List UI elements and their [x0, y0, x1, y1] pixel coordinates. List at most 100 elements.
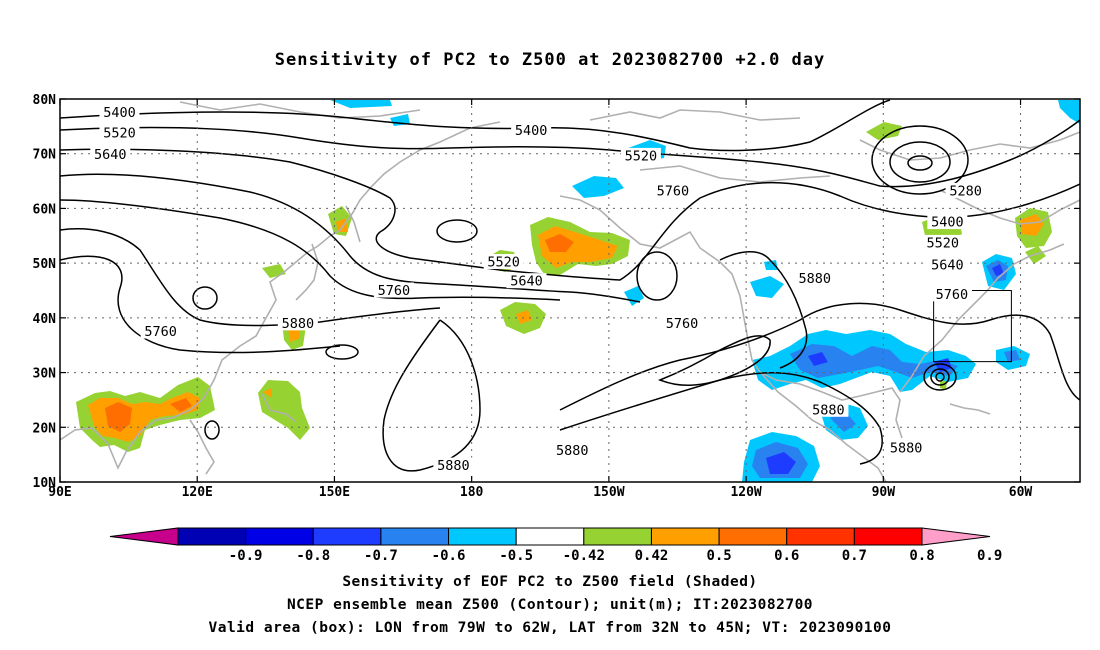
- colorbar-swatch: [718, 527, 788, 546]
- colorbar-swatch: [853, 527, 923, 546]
- contour-label-bg: [90, 146, 131, 162]
- negative-sensitivity-patch: [766, 452, 796, 474]
- contour-label-bg: [808, 401, 849, 417]
- map-frame: [59, 98, 1081, 483]
- contour-label-bg: [927, 256, 968, 272]
- negative-sensitivity-patch: [830, 412, 856, 432]
- contour-label-bg: [506, 273, 547, 289]
- contour-label: 5760: [666, 316, 699, 332]
- plot-title: Sensitivity of PC2 to Z500 at 2023082700…: [274, 50, 826, 70]
- colorbar-swatch: [650, 527, 720, 546]
- colorbar-swatch: [245, 527, 314, 546]
- contour-label-bg: [927, 214, 968, 230]
- contour-label: 5640: [94, 147, 127, 163]
- contour-label: 5640: [510, 274, 543, 290]
- contour-label: 5400: [931, 215, 964, 231]
- colorbar-label: 0.8: [909, 548, 934, 564]
- positive-sensitivity-patch: [336, 218, 348, 232]
- contour-label: 5880: [798, 271, 831, 287]
- colorbar-label: -0.42: [563, 548, 605, 564]
- colorbar-label: -0.7: [364, 548, 398, 564]
- lon-tick-label: 150E: [319, 485, 350, 500]
- negative-sensitivity-patch: [808, 352, 828, 366]
- positive-sensitivity-patch: [1020, 214, 1044, 236]
- colorbar-label: -0.6: [432, 548, 466, 564]
- contour-label-bg: [552, 442, 593, 458]
- sensitivity-map: 5400 5520 5640 5400 5520 5760 5280 5400 5520 5640…: [33, 93, 1081, 500]
- colorbar-swatch: [312, 527, 382, 546]
- colorbar-swatch: [786, 527, 855, 546]
- lat-tick-label: 20N: [33, 421, 57, 436]
- colorbar: -0.9 -0.8 -0.7 -0.6 -0.5 -0.42 0.42 0.5 0.6 0.7 0.…: [109, 527, 1002, 564]
- colorbar-swatch: [515, 527, 585, 546]
- contour-label-bg: [140, 323, 181, 339]
- lon-tick-label: 60W: [1009, 485, 1033, 500]
- lat-tick-label: 70N: [33, 148, 57, 163]
- lon-tick-label: 150W: [593, 485, 624, 500]
- contour-label-bg: [922, 234, 963, 250]
- contour-label-bg: [662, 315, 703, 331]
- valid-area-box: [933, 290, 1012, 363]
- contour-label: 5520: [625, 148, 658, 164]
- contour-label-bg: [433, 457, 474, 473]
- contour-label: 5520: [487, 255, 520, 271]
- contour-label: 5280: [949, 183, 982, 199]
- contour-label: 5880: [812, 402, 845, 418]
- contour-label-bg: [99, 104, 140, 120]
- contour-label-bg: [886, 440, 927, 456]
- positive-sensitivity-patch: [516, 310, 532, 324]
- coastlines: [60, 101, 1080, 482]
- contour-label: 5880: [890, 441, 923, 457]
- caption-contour: NCEP ensemble mean Z500 (Contour); unit(…: [286, 597, 814, 613]
- lat-tick-label: 60N: [33, 202, 57, 217]
- contour-label: 5400: [103, 105, 136, 121]
- positive-sensitivity-patch: [545, 234, 574, 252]
- lon-tick-label: 120W: [730, 485, 761, 500]
- colorbar-low-extension: [109, 527, 179, 546]
- colorbar-label: 0.6: [774, 548, 799, 564]
- contour-label-bg: [931, 286, 972, 302]
- shading-layer: [76, 100, 1080, 482]
- contour-label-bg: [652, 182, 693, 198]
- colorbar-label: -0.5: [499, 548, 533, 564]
- contour-label-bg: [483, 254, 524, 270]
- contour-label: 5880: [556, 443, 589, 459]
- negative-sensitivity-patch: [992, 264, 1004, 276]
- lat-tick-label: 30N: [33, 367, 57, 382]
- contour-label: 5760: [378, 283, 411, 299]
- contour-labels: 5400 5520 5640 5400 5520 5760 5280 5400 5520 5640…: [90, 104, 986, 474]
- contour-label: 5880: [437, 458, 470, 474]
- positive-sensitivity-patch: [866, 122, 902, 140]
- grid-lines: [60, 99, 1080, 482]
- negative-sensitivity-patch: [1004, 350, 1020, 362]
- contour-label-bg: [945, 182, 986, 198]
- colorbar-label: 0.7: [842, 548, 867, 564]
- contour-label-bg: [511, 122, 552, 138]
- map-axes: 90E 120E 150E 180 150W 120W 90W 60W 80N 70N 60N 50N…: [33, 93, 1080, 500]
- lat-tick-label: 40N: [33, 312, 57, 327]
- negative-sensitivity-patch: [330, 100, 392, 108]
- contour-label-bg: [99, 124, 140, 140]
- colorbar-high-extension: [921, 527, 991, 546]
- positive-sensitivity-patch: [170, 398, 192, 412]
- contour-label-bg: [794, 270, 835, 286]
- contour-label: 5520: [103, 125, 136, 141]
- colorbar-label: 0.42: [635, 548, 669, 564]
- contour-label: 5760: [657, 183, 690, 199]
- contour-label: 5520: [927, 235, 960, 251]
- lat-tick-label: 50N: [33, 257, 57, 272]
- contour-label: 5760: [936, 287, 969, 303]
- negative-sensitivity-patch: [750, 276, 784, 298]
- contour-label: 5400: [515, 123, 548, 139]
- contour-label-bg: [373, 282, 414, 298]
- contour-label-bg: [277, 315, 318, 331]
- negative-sensitivity-patch: [1058, 100, 1080, 124]
- negative-sensitivity-patch: [572, 176, 624, 198]
- colorbar-swatch: [448, 527, 517, 546]
- caption-shading: Sensitivity of EOF PC2 to Z500 field (Sh…: [342, 574, 758, 590]
- colorbar-swatch: [380, 527, 450, 546]
- positive-sensitivity-patch: [105, 402, 132, 432]
- lon-tick-label: 90E: [48, 485, 71, 500]
- colorbar-swatch: [583, 527, 652, 546]
- colorbar-label: 0.9: [977, 548, 1002, 564]
